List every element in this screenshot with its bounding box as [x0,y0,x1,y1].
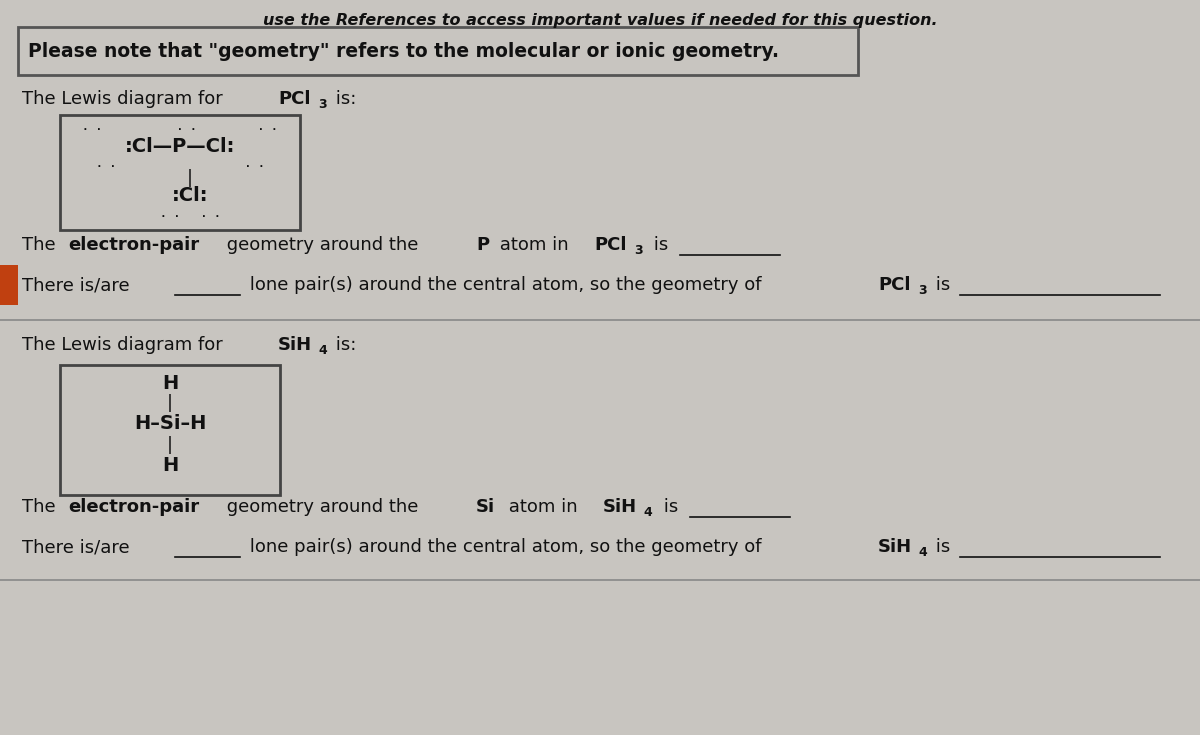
Text: is: is [658,498,678,516]
Text: electron-pair: electron-pair [68,498,199,516]
Text: 3: 3 [634,243,643,257]
Text: SiH: SiH [878,538,912,556]
Bar [18,27,858,75]
Text: The: The [22,236,61,254]
Text: PCl: PCl [878,276,911,294]
Text: is: is [930,276,950,294]
Bar [0,265,18,305]
Text: atom in: atom in [494,236,575,254]
Text: is: is [648,236,668,254]
Text: is: is [930,538,950,556]
Text: There is/are: There is/are [22,276,130,294]
Bar [60,365,280,495]
Text: lone pair(s) around the central atom, so the geometry of: lone pair(s) around the central atom, so… [244,538,767,556]
Text: :Cl—P—Cl:: :Cl—P—Cl: [125,137,235,156]
Text: The Lewis diagram for: The Lewis diagram for [22,336,228,354]
Text: geometry around the: geometry around the [221,498,424,516]
Text: SiH: SiH [278,336,312,354]
Text: 4: 4 [643,506,652,518]
Text: 4: 4 [918,545,926,559]
Text: :Cl:: :Cl: [172,185,209,204]
Text: P: P [476,236,490,254]
Bar [60,115,300,230]
Text: SiH: SiH [604,498,637,516]
Text: PCl: PCl [278,90,311,108]
Text: is:: is: [330,90,356,108]
Text: atom in: atom in [503,498,583,516]
Text: |: | [187,169,193,187]
Text: H: H [162,373,178,392]
Text: |: | [167,394,173,412]
Text: 3: 3 [318,98,326,110]
Text: |: | [167,436,173,454]
Text: . .                   . .: . . . . [96,159,264,169]
Text: lone pair(s) around the central atom, so the geometry of: lone pair(s) around the central atom, so… [244,276,767,294]
Text: . .           . .         . .: . . . . . . [82,122,278,132]
Text: electron-pair: electron-pair [68,236,199,254]
Text: The: The [22,498,61,516]
Text: use the References to access important values if needed for this question.: use the References to access important v… [263,13,937,28]
Text: 4: 4 [318,343,326,356]
Text: Si: Si [476,498,496,516]
Text: H: H [162,456,178,475]
Text: is:: is: [330,336,356,354]
Text: Please note that "geometry" refers to the molecular or ionic geometry.: Please note that "geometry" refers to th… [28,41,779,60]
Text: PCl: PCl [594,236,626,254]
Text: The Lewis diagram for: The Lewis diagram for [22,90,228,108]
Text: geometry around the: geometry around the [221,236,424,254]
Text: 3: 3 [918,284,926,296]
Text: H–Si–H: H–Si–H [134,414,206,432]
Text: There is/are: There is/are [22,538,130,556]
Text: . .   . .: . . . . [160,209,221,219]
